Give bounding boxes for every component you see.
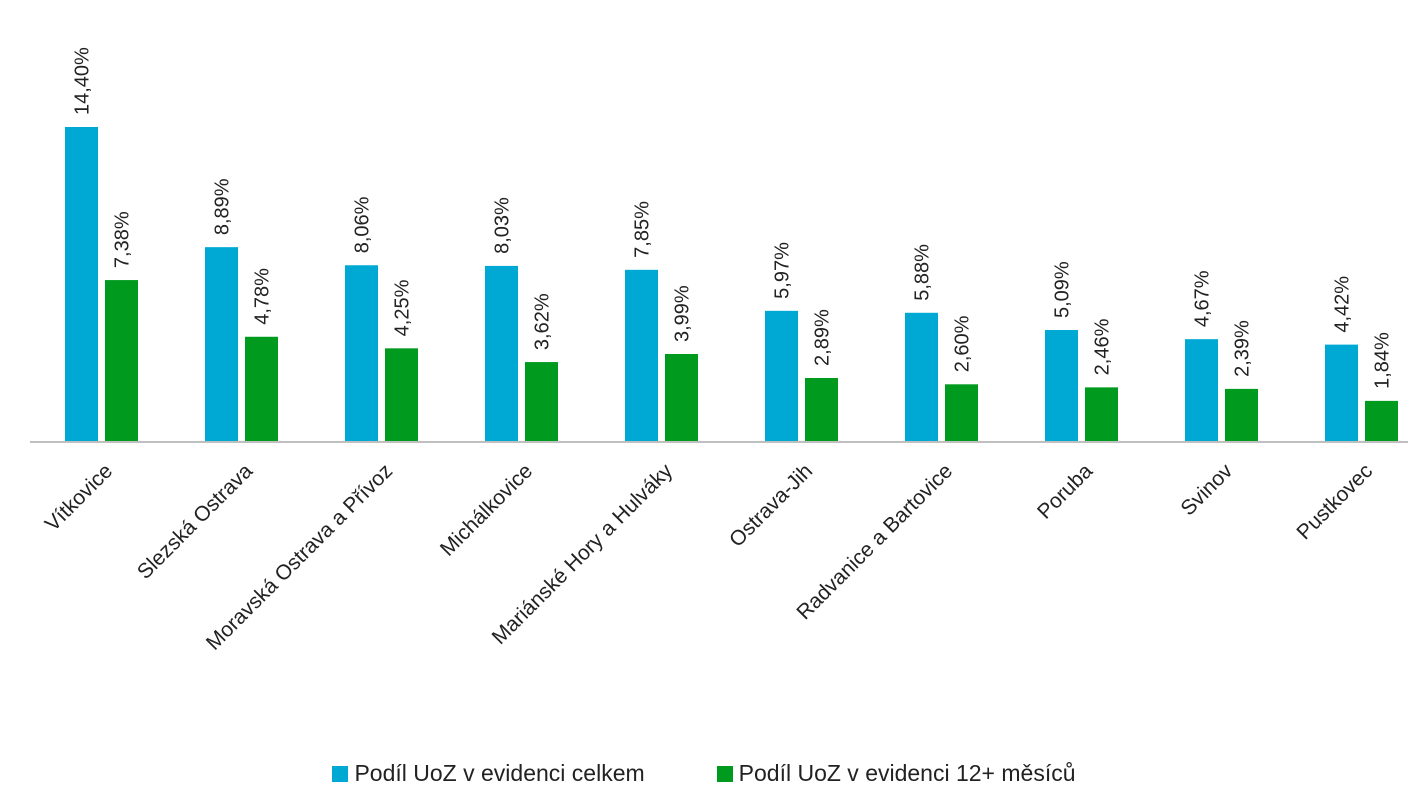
value-labels-group: 14,40% 7,38% 8,89% 4,78% 8,06% 4,25% 8,03% 3,62…	[72, 47, 1394, 389]
value-label-long-term-7: 2,46%	[1092, 318, 1114, 375]
value-label-total-6: 5,88%	[912, 244, 934, 301]
value-label-total-5: 5,97%	[772, 242, 794, 299]
legend-swatch-series-2	[716, 765, 733, 782]
bar-total-0	[65, 127, 98, 441]
value-label-long-term-6: 2,60%	[952, 315, 974, 372]
value-label-total-9: 4,42%	[1332, 276, 1354, 333]
bar-chart: 14,40% 7,38% 8,89% 4,78% 8,06% 4,25% 8,03% 3,62…	[30, 47, 1408, 655]
value-label-total-8: 4,67%	[1192, 270, 1214, 327]
legend: Podíl UoZ v evidenci celkem Podíl UoZ v …	[0, 760, 1408, 787]
value-label-total-4: 7,85%	[632, 201, 654, 258]
value-label-total-3: 8,03%	[492, 197, 514, 254]
value-label-long-term-2: 4,25%	[392, 279, 414, 336]
category-label-9: Pustkovec	[1292, 459, 1377, 544]
bar-total-4	[625, 269, 658, 441]
bar-total-5	[765, 310, 798, 441]
legend-label-series-1: Podíl UoZ v evidenci celkem	[354, 760, 645, 786]
bars-group	[65, 127, 1398, 441]
bar-long-term-8	[1225, 388, 1258, 441]
bar-long-term-9	[1365, 400, 1398, 441]
bar-long-term-1	[245, 336, 278, 441]
bar-total-2	[345, 265, 378, 441]
bar-long-term-3	[525, 362, 558, 441]
category-label-5: Ostrava-Jih	[725, 459, 817, 551]
category-label-6: Radvanice a Bartovice	[792, 459, 957, 624]
legend-swatch-series-1	[332, 765, 349, 782]
legend-item-series-2: Podíl UoZ v evidenci 12+ měsíců	[716, 760, 1076, 787]
bar-total-9	[1325, 344, 1358, 441]
category-label-0: Vítkovice	[41, 459, 118, 536]
bar-long-term-6	[945, 384, 978, 441]
value-label-long-term-5: 2,89%	[812, 309, 834, 366]
bar-total-8	[1185, 339, 1218, 441]
value-label-total-1: 8,89%	[212, 178, 234, 235]
value-label-total-2: 8,06%	[352, 196, 374, 253]
legend-item-series-1: Podíl UoZ v evidenci celkem	[332, 760, 645, 787]
bar-total-6	[905, 312, 938, 441]
value-label-long-term-0: 7,38%	[112, 211, 134, 268]
category-label-3: Michálkovice	[436, 459, 537, 560]
bar-long-term-2	[385, 348, 418, 441]
category-label-1: Slezská Ostrava	[133, 459, 258, 584]
bar-total-7	[1045, 330, 1078, 441]
bar-long-term-0	[105, 280, 138, 441]
category-label-8: Svinov	[1176, 459, 1237, 520]
value-label-total-0: 14,40%	[72, 47, 94, 115]
bar-total-1	[205, 247, 238, 441]
bar-long-term-7	[1085, 387, 1118, 441]
bar-long-term-5	[805, 377, 838, 441]
bar-long-term-4	[665, 353, 698, 441]
value-label-long-term-4: 3,99%	[672, 285, 694, 342]
legend-label-series-2: Podíl UoZ v evidenci 12+ měsíců	[738, 760, 1076, 786]
value-label-long-term-8: 2,39%	[1232, 320, 1254, 377]
value-label-total-7: 5,09%	[1052, 261, 1074, 318]
value-label-long-term-1: 4,78%	[252, 268, 274, 325]
bar-total-3	[485, 265, 518, 441]
value-label-long-term-3: 3,62%	[532, 293, 554, 350]
category-label-7: Poruba	[1033, 459, 1097, 523]
value-label-long-term-9: 1,84%	[1372, 332, 1394, 389]
